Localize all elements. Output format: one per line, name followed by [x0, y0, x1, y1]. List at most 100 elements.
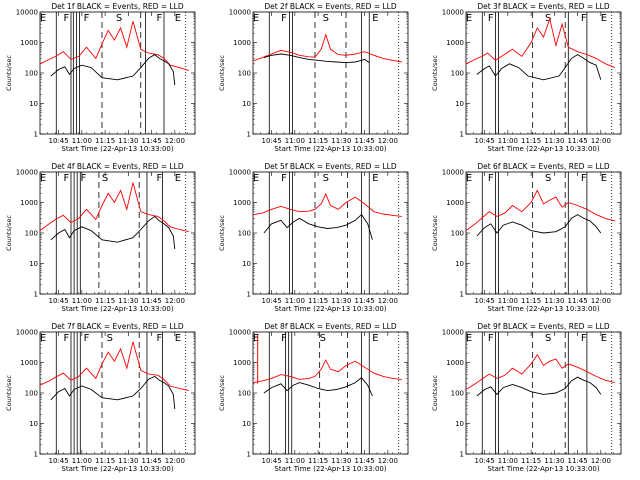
x-tick-label: 11:30 — [331, 297, 351, 305]
flag-letter: F — [84, 13, 90, 24]
lld-series-line — [39, 341, 189, 392]
y-tick-label: 1000 — [20, 199, 38, 207]
panel-title: Det 1f BLACK = Events, RED = LLD — [51, 2, 184, 11]
x-axis-label: Start Time (22-Apr-13 10:33:00) — [61, 305, 173, 313]
x-tick-label: 11:00 — [285, 297, 305, 305]
x-tick-label: 11:45 — [355, 137, 375, 145]
flag-letter: E — [466, 173, 472, 184]
x-tick-label: 12:00 — [591, 457, 611, 465]
y-tick-label: 100 — [451, 230, 464, 238]
flag-letter: S — [545, 333, 551, 344]
flag-letter: F — [488, 13, 494, 24]
y-tick-label: 1 — [247, 451, 251, 459]
y-tick-label: 100 — [451, 70, 464, 78]
y-tick-label: 100 — [25, 230, 38, 238]
y-axis-label: Counts/sec — [431, 55, 439, 91]
y-tick-label: 1000 — [446, 199, 464, 207]
x-tick-label: 10:45 — [49, 297, 69, 305]
flag-letter: S — [102, 173, 108, 184]
y-tick-label: 1 — [34, 451, 38, 459]
plot-frame — [252, 331, 409, 455]
x-axis-label: Start Time (22-Apr-13 10:33:00) — [61, 465, 173, 473]
y-tick-label: 1 — [34, 291, 38, 299]
flag-letter: E — [372, 333, 378, 344]
y-tick-label: 10 — [242, 420, 251, 428]
y-tick-label: 10000 — [16, 9, 38, 17]
plot-frame — [465, 11, 622, 135]
x-tick-label: 10:45 — [475, 297, 495, 305]
y-tick-label: 10000 — [229, 9, 251, 17]
x-tick-label: 11:30 — [118, 137, 138, 145]
flag-letter: S — [323, 173, 329, 184]
flag-letter: E — [601, 13, 607, 24]
y-tick-label: 100 — [238, 70, 251, 78]
y-axis-label: Counts/sec — [5, 375, 13, 411]
lld-series-line — [465, 17, 615, 69]
flag-letter: F — [581, 13, 587, 24]
y-tick-label: 10000 — [229, 169, 251, 177]
panel-title: Det 2f BLACK = Events, RED = LLD — [264, 2, 397, 11]
x-tick-label: 11:00 — [498, 137, 518, 145]
detector-panel: Det 9f BLACK = Events, RED = LLD 1 10 100 10… — [431, 322, 622, 473]
flag-letter: F — [84, 333, 90, 344]
y-axis-label: Counts/sec — [431, 215, 439, 251]
x-axis-label: Start Time (22-Apr-13 10:33:00) — [487, 305, 599, 313]
y-tick-label: 10 — [455, 260, 464, 268]
detector-panel: Det 5f BLACK = Events, RED = LLD 1 10 100 10… — [218, 162, 409, 313]
events-series-line — [50, 215, 176, 249]
events-series-line — [476, 54, 602, 81]
y-tick-label: 10000 — [442, 329, 464, 337]
y-tick-label: 100 — [238, 230, 251, 238]
x-tick-label: 11:45 — [142, 297, 162, 305]
flag-letter: S — [323, 13, 329, 24]
x-tick-label: 11:00 — [285, 137, 305, 145]
flag-letter: F — [156, 13, 162, 24]
flag-letter: S — [545, 173, 551, 184]
events-series-line — [263, 376, 373, 397]
events-series-line — [50, 54, 176, 86]
x-tick-label: 11:45 — [568, 457, 588, 465]
y-tick-label: 10000 — [442, 9, 464, 17]
y-tick-label: 1000 — [233, 39, 251, 47]
lld-series-line — [39, 182, 189, 233]
x-tick-label: 11:45 — [142, 137, 162, 145]
plot-frame — [39, 11, 196, 135]
y-axis-label: Counts/sec — [218, 55, 226, 91]
y-tick-label: 1000 — [20, 359, 38, 367]
plot-frame — [465, 331, 622, 455]
flag-letter: F — [281, 173, 287, 184]
x-tick-label: 12:00 — [165, 297, 185, 305]
flag-letter: F — [281, 333, 287, 344]
x-tick-label: 11:00 — [285, 457, 305, 465]
events-series-line — [263, 213, 373, 240]
flag-letter: F — [581, 173, 587, 184]
x-tick-label: 11:15 — [521, 457, 541, 465]
y-axis-label: Counts/sec — [5, 55, 13, 91]
detector-panel: Det 3f BLACK = Events, RED = LLD 1 10 100 10… — [431, 2, 622, 153]
flag-letter: F — [156, 333, 162, 344]
x-tick-label: 11:45 — [355, 457, 375, 465]
x-tick-label: 10:45 — [475, 457, 495, 465]
x-tick-label: 11:30 — [331, 137, 351, 145]
y-axis-label: Counts/sec — [218, 375, 226, 411]
y-tick-label: 100 — [25, 390, 38, 398]
y-tick-label: 10000 — [442, 169, 464, 177]
x-axis-label: Start Time (22-Apr-13 10:33:00) — [487, 145, 599, 153]
y-tick-label: 1000 — [233, 199, 251, 207]
x-tick-label: 11:00 — [498, 457, 518, 465]
flag-letter: E — [40, 173, 46, 184]
x-tick-label: 12:00 — [591, 297, 611, 305]
y-tick-label: 100 — [451, 390, 464, 398]
x-tick-label: 12:00 — [378, 137, 398, 145]
x-tick-label: 12:00 — [378, 297, 398, 305]
x-tick-label: 10:45 — [49, 457, 69, 465]
flag-letter: E — [372, 13, 378, 24]
lld-series-line — [465, 353, 615, 390]
x-tick-label: 11:30 — [331, 457, 351, 465]
detector-panel: Det 2f BLACK = Events, RED = LLD 1 10 100 10… — [218, 2, 409, 153]
y-axis-label: Counts/sec — [431, 375, 439, 411]
y-tick-label: 1 — [247, 131, 251, 139]
y-tick-label: 1 — [247, 291, 251, 299]
events-series-line — [476, 376, 602, 397]
y-tick-label: 100 — [25, 70, 38, 78]
